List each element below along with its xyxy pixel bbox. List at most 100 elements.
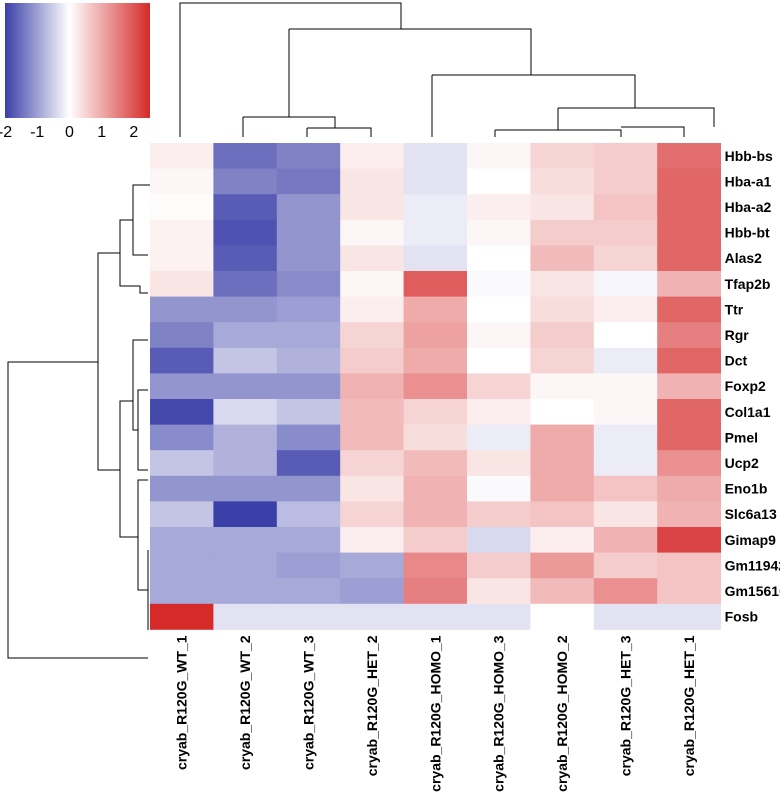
heatmap-cell-Alas2-cryab_R120G_HET_2 bbox=[340, 245, 404, 272]
heatmap-cell-Col1a1-cryab_R120G_HOMO_2 bbox=[530, 399, 595, 425]
heatmap-cell-Tfap2b-cryab_R120G_HET_3 bbox=[593, 271, 658, 297]
heatmap-cell-Gimap9-cryab_R120G_WT_2 bbox=[213, 527, 278, 553]
heatmap-cell-Ucp2-cryab_R120G_HOMO_1 bbox=[403, 450, 468, 477]
heatmap-cell-Col1a1-cryab_R120G_HOMO_3 bbox=[467, 399, 531, 425]
column-label: cryab_R120G_HET_3 bbox=[618, 635, 634, 776]
heatmap-cell-Eno1b-cryab_R120G_HET_3 bbox=[593, 475, 658, 502]
row-label: Pmel bbox=[725, 429, 758, 445]
row-label: Alas2 bbox=[725, 250, 763, 266]
heatmap-cell-Gimap9-cryab_R120G_HET_1 bbox=[657, 527, 721, 553]
row-label: Hbb-bs bbox=[725, 148, 773, 164]
heatmap-cell-Dct-cryab_R120G_WT_2 bbox=[213, 347, 278, 374]
heatmap-cell-Ucp2-cryab_R120G_HOMO_3 bbox=[467, 450, 531, 477]
heatmap-cell-Tfap2b-cryab_R120G_WT_3 bbox=[276, 271, 341, 297]
heatmap-cell-Hba-a2-cryab_R120G_WT_3 bbox=[276, 194, 341, 221]
heatmap-cell-Hba-a1-cryab_R120G_WT_2 bbox=[213, 168, 278, 195]
heatmap-cell-Hba-a1-cryab_R120G_HET_3 bbox=[593, 168, 658, 195]
heatmap-cell-Hbb-bt-cryab_R120G_HOMO_1 bbox=[403, 219, 468, 246]
heatmap-cell-Fosb-cryab_R120G_HOMO_2 bbox=[530, 603, 595, 630]
heatmap-cell-Gimap9-cryab_R120G_WT_1 bbox=[150, 527, 214, 553]
row-label: Gm15610 bbox=[725, 583, 780, 599]
heatmap-cell-Rgr-cryab_R120G_HOMO_1 bbox=[403, 322, 468, 349]
heatmap-cell-Fosb-cryab_R120G_HET_3 bbox=[593, 603, 658, 630]
heatmap-cell-Tfap2b-cryab_R120G_HET_1 bbox=[657, 271, 721, 297]
heatmap-cell-Dct-cryab_R120G_HET_2 bbox=[340, 347, 404, 374]
heatmap-cell-Gm15610-cryab_R120G_HET_3 bbox=[593, 578, 658, 605]
heatmap-cell-Gimap9-cryab_R120G_WT_3 bbox=[276, 527, 341, 553]
heatmap-cell-Hbb-bs-cryab_R120G_WT_2 bbox=[213, 143, 278, 169]
heatmap-cell-Dct-cryab_R120G_WT_1 bbox=[150, 347, 214, 374]
row-label: Ttr bbox=[725, 301, 744, 317]
heatmap-cell-Rgr-cryab_R120G_WT_3 bbox=[276, 322, 341, 349]
heatmap-cell-Pmel-cryab_R120G_WT_1 bbox=[150, 424, 214, 451]
heatmap-cell-Gm11942-cryab_R120G_HET_3 bbox=[593, 552, 658, 579]
row-labels: Hbb-bs Hba-a1 Hba-a2 Hbb-bt Alas2 Tfap2b Ttr Rg… bbox=[725, 148, 780, 625]
column-labels: cryab_R120G_WT_1 cryab_R120G_WT_2 cryab_R1… bbox=[174, 635, 697, 792]
row-dendrogram bbox=[7, 149, 181, 659]
heatmap-cell-Alas2-cryab_R120G_HOMO_3 bbox=[467, 245, 531, 272]
heatmap-cell-Gm11942-cryab_R120G_HOMO_3 bbox=[467, 552, 531, 579]
heatmap-cell-Hba-a2-cryab_R120G_HET_2 bbox=[340, 194, 404, 221]
heatmap-cell-Foxp2-cryab_R120G_WT_3 bbox=[276, 373, 341, 400]
heatmap-cell-Tfap2b-cryab_R120G_WT_1 bbox=[150, 271, 214, 297]
heatmap-cell-Ttr-cryab_R120G_HOMO_2 bbox=[530, 296, 595, 323]
column-label: cryab_R120G_HET_2 bbox=[364, 635, 380, 776]
heatmap-cell-Pmel-cryab_R120G_HET_2 bbox=[340, 424, 404, 451]
heatmap-cell-Hba-a1-cryab_R120G_HET_1 bbox=[657, 168, 721, 195]
row-label: Gm11942 bbox=[725, 557, 780, 573]
heatmap-cell-Eno1b-cryab_R120G_HET_1 bbox=[657, 475, 721, 502]
heatmap-cell-Fosb-cryab_R120G_WT_2 bbox=[213, 603, 278, 630]
heatmap-cell-Slc6a13-cryab_R120G_HOMO_3 bbox=[467, 501, 531, 528]
heatmap-cell-Tfap2b-cryab_R120G_WT_2 bbox=[213, 271, 278, 297]
heatmap-cell-Rgr-cryab_R120G_HET_3 bbox=[593, 322, 658, 349]
heatmap-cell-Alas2-cryab_R120G_WT_2 bbox=[213, 245, 278, 272]
heatmap-cell-Ttr-cryab_R120G_HOMO_1 bbox=[403, 296, 468, 323]
heatmap-cell-Foxp2-cryab_R120G_HET_2 bbox=[340, 373, 404, 400]
color-scale-bar bbox=[5, 3, 150, 118]
color-scale-tick-label: -2 bbox=[0, 124, 12, 141]
heatmap-cell-Hbb-bs-cryab_R120G_WT_1 bbox=[150, 143, 214, 169]
row-label: Hbb-bt bbox=[725, 225, 770, 241]
heatmap-cell-Pmel-cryab_R120G_WT_2 bbox=[213, 424, 278, 451]
heatmap-cell-Gimap9-cryab_R120G_HOMO_1 bbox=[403, 527, 468, 553]
heatmap-cell-Slc6a13-cryab_R120G_WT_1 bbox=[150, 501, 214, 528]
heatmap-cell-Fosb-cryab_R120G_HET_2 bbox=[340, 603, 404, 630]
heatmap-cell-Gimap9-cryab_R120G_HOMO_2 bbox=[530, 527, 595, 553]
heatmap-cell-Hbb-bt-cryab_R120G_HOMO_3 bbox=[467, 219, 531, 246]
heatmap-cell-Hbb-bs-cryab_R120G_HET_3 bbox=[593, 143, 658, 169]
heatmap-cell-Hbb-bt-cryab_R120G_HET_3 bbox=[593, 219, 658, 246]
heatmap-cell-Hba-a2-cryab_R120G_HET_1 bbox=[657, 194, 721, 221]
heatmap-cell-Hbb-bs-cryab_R120G_HOMO_2 bbox=[530, 143, 595, 169]
heatmap-cell-Ttr-cryab_R120G_HET_3 bbox=[593, 296, 658, 323]
heatmap-cell-Slc6a13-cryab_R120G_WT_2 bbox=[213, 501, 278, 528]
heatmap-cell-Hbb-bt-cryab_R120G_HET_2 bbox=[340, 219, 404, 246]
heatmap-cell-Rgr-cryab_R120G_WT_2 bbox=[213, 322, 278, 349]
heatmap-cell-Ttr-cryab_R120G_HET_2 bbox=[340, 296, 404, 323]
heatmap-cell-Hba-a1-cryab_R120G_HOMO_1 bbox=[403, 168, 468, 195]
heatmap-cell-Ucp2-cryab_R120G_HET_3 bbox=[593, 450, 658, 477]
heatmap-cell-Alas2-cryab_R120G_HET_1 bbox=[657, 245, 721, 272]
heatmap-cell-Fosb-cryab_R120G_WT_1 bbox=[150, 603, 214, 630]
heatmap-cell-Eno1b-cryab_R120G_HOMO_1 bbox=[403, 475, 468, 502]
heatmap-cell-Hba-a2-cryab_R120G_HET_3 bbox=[593, 194, 658, 221]
heatmap-cell-Tfap2b-cryab_R120G_HOMO_2 bbox=[530, 271, 595, 297]
heatmap-cell-Foxp2-cryab_R120G_HOMO_1 bbox=[403, 373, 468, 400]
row-label: Col1a1 bbox=[725, 404, 771, 420]
heatmap-cell-Slc6a13-cryab_R120G_WT_3 bbox=[276, 501, 341, 528]
heatmap-cell-Slc6a13-cryab_R120G_HET_1 bbox=[657, 501, 721, 528]
heatmap-cell-Tfap2b-cryab_R120G_HET_2 bbox=[340, 271, 404, 297]
heatmap-cell-Eno1b-cryab_R120G_WT_3 bbox=[276, 475, 341, 502]
heatmap-cell-Eno1b-cryab_R120G_WT_1 bbox=[150, 475, 214, 502]
row-label: Dct bbox=[725, 353, 748, 369]
heatmap-cell-Hbb-bs-cryab_R120G_HET_2 bbox=[340, 143, 404, 169]
row-label: Foxp2 bbox=[725, 378, 766, 394]
heatmap-cell-Pmel-cryab_R120G_HET_3 bbox=[593, 424, 658, 451]
heatmap-cell-Hbb-bs-cryab_R120G_HET_1 bbox=[657, 143, 721, 169]
color-scale-tick-label: 1 bbox=[97, 124, 106, 141]
heatmap-cell-Dct-cryab_R120G_HET_1 bbox=[657, 347, 721, 374]
heatmap-cell-Col1a1-cryab_R120G_WT_2 bbox=[213, 399, 278, 425]
column-label: cryab_R120G_WT_1 bbox=[174, 635, 190, 770]
column-label: cryab_R120G_WT_2 bbox=[237, 635, 253, 770]
heatmap-cell-Hba-a1-cryab_R120G_WT_3 bbox=[276, 168, 341, 195]
